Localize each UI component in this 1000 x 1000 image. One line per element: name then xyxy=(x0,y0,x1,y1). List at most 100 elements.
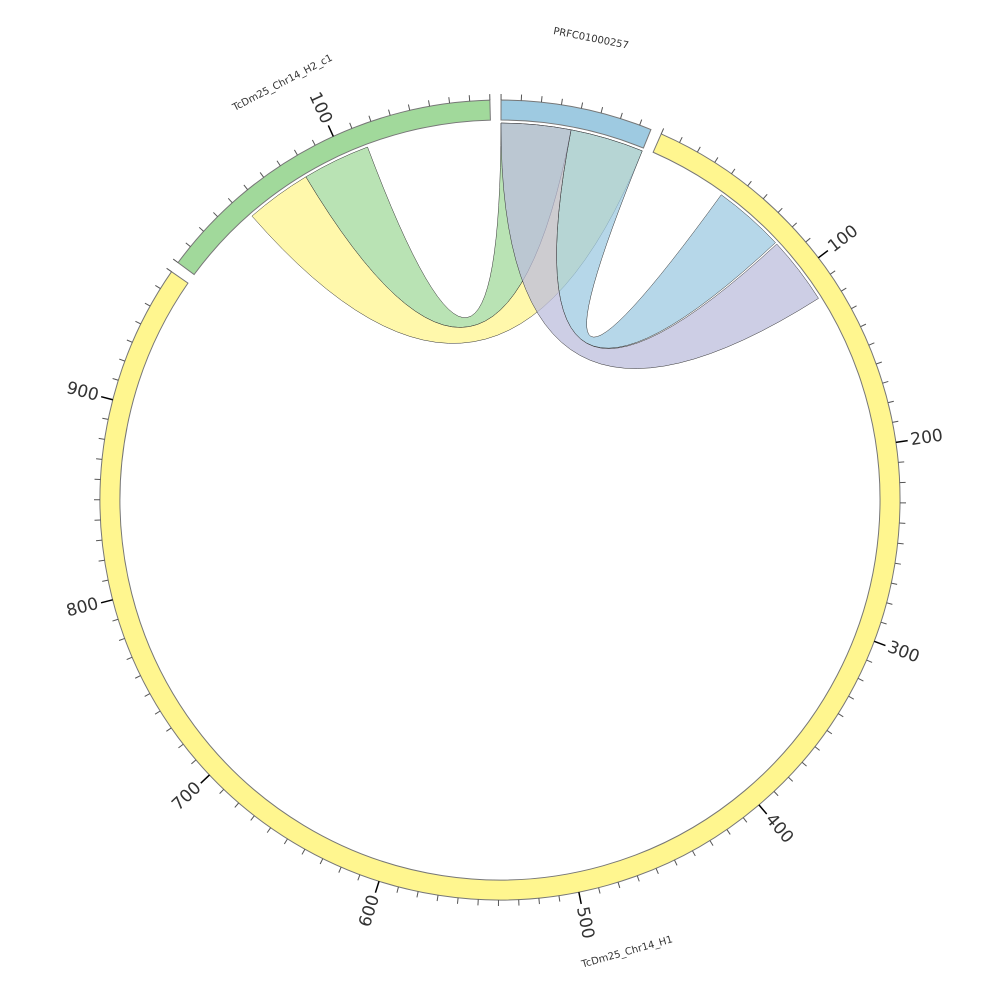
minor-tick xyxy=(119,358,126,362)
tick-label: 300 xyxy=(885,637,922,667)
minor-tick xyxy=(897,542,904,545)
major-tick xyxy=(578,892,582,905)
minor-tick xyxy=(166,727,172,732)
minor-tick xyxy=(558,895,561,902)
minor-tick xyxy=(742,817,748,823)
minor-tick xyxy=(250,815,255,821)
minor-tick xyxy=(243,184,249,190)
minor-tick xyxy=(166,267,172,273)
minor-tick xyxy=(388,109,391,116)
tick-label: 200 xyxy=(909,426,944,450)
minor-tick xyxy=(876,361,882,365)
minor-tick xyxy=(96,458,103,460)
minor-tick xyxy=(598,887,601,894)
minor-tick xyxy=(679,136,683,143)
minor-tick xyxy=(538,898,540,905)
minor-tick xyxy=(134,675,141,679)
major-tick xyxy=(895,439,908,444)
minor-tick xyxy=(368,115,372,122)
minor-tick xyxy=(126,339,133,343)
minor-tick xyxy=(357,874,361,881)
tick-label: 600 xyxy=(355,893,384,930)
minor-tick xyxy=(155,285,161,290)
minor-tick xyxy=(886,602,893,605)
minor-tick xyxy=(851,305,857,310)
major-tick xyxy=(873,640,886,647)
major-tick xyxy=(327,125,334,137)
tick-label: 100 xyxy=(304,89,336,127)
minor-tick xyxy=(118,637,125,641)
minor-tick xyxy=(436,895,439,902)
minor-tick xyxy=(655,868,659,875)
minor-tick xyxy=(227,198,233,204)
link-ribbon-3 xyxy=(500,122,819,369)
major-tick xyxy=(374,881,380,893)
tick-label: 900 xyxy=(64,378,100,405)
minor-tick xyxy=(428,100,431,107)
minor-tick xyxy=(639,119,643,126)
minor-tick xyxy=(135,320,142,325)
chromosome-arc-0[interactable] xyxy=(177,99,491,276)
minor-tick xyxy=(338,866,342,873)
minor-tick xyxy=(540,96,543,103)
minor-tick xyxy=(636,875,640,882)
minor-tick xyxy=(773,791,779,797)
minor-tick xyxy=(112,618,119,622)
minor-tick xyxy=(191,759,197,765)
minor-tick xyxy=(866,659,873,663)
minor-tick xyxy=(880,621,887,625)
minor-tick xyxy=(319,858,324,865)
major-tick xyxy=(200,774,211,784)
minor-tick xyxy=(709,840,714,846)
minor-tick xyxy=(96,539,103,542)
minor-tick xyxy=(266,827,272,833)
minor-tick xyxy=(154,710,161,715)
minor-tick xyxy=(620,112,623,119)
minor-tick xyxy=(762,193,768,200)
minor-tick xyxy=(178,743,184,749)
minor-tick xyxy=(126,656,133,661)
minor-tick xyxy=(891,582,898,585)
tick-label: 700 xyxy=(168,778,205,815)
minor-tick xyxy=(691,850,696,857)
minor-tick xyxy=(144,302,151,307)
minor-tick xyxy=(580,102,584,109)
minor-tick xyxy=(259,172,265,178)
major-tick xyxy=(817,249,829,259)
minor-tick xyxy=(448,97,451,104)
minor-tick xyxy=(882,380,889,384)
major-tick xyxy=(758,804,768,815)
minor-tick xyxy=(801,761,807,767)
minor-tick xyxy=(416,891,419,898)
chromosome-arc-1[interactable] xyxy=(500,99,652,149)
minor-tick xyxy=(219,788,225,794)
minor-tick xyxy=(826,730,833,735)
chromosome-ring xyxy=(99,99,901,901)
minor-tick xyxy=(887,400,894,404)
minor-tick xyxy=(560,98,563,105)
minor-tick xyxy=(396,886,399,893)
minor-tick xyxy=(696,146,701,153)
minor-tick xyxy=(112,377,119,381)
minor-tick xyxy=(860,323,867,328)
minor-tick xyxy=(283,838,288,845)
minor-tick xyxy=(600,107,604,114)
minor-tick xyxy=(98,559,105,562)
minor-tick xyxy=(185,242,191,248)
minor-tick xyxy=(276,160,281,167)
minor-tick xyxy=(102,579,109,582)
minor-tick xyxy=(349,122,353,129)
minor-tick xyxy=(234,802,240,808)
minor-tick xyxy=(456,897,459,904)
minor-tick xyxy=(777,207,783,213)
minor-tick xyxy=(788,776,794,782)
minor-tick xyxy=(805,237,811,243)
chromosome-arc-2[interactable] xyxy=(99,133,901,901)
minor-tick xyxy=(673,859,678,866)
minor-tick xyxy=(791,222,798,228)
minor-tick xyxy=(731,168,736,175)
chromosome-name-label: PRFC01000257 xyxy=(552,26,629,52)
minor-tick xyxy=(726,829,731,835)
chromosome-name-label: TcDm25_Chr14_H1 xyxy=(580,934,675,970)
